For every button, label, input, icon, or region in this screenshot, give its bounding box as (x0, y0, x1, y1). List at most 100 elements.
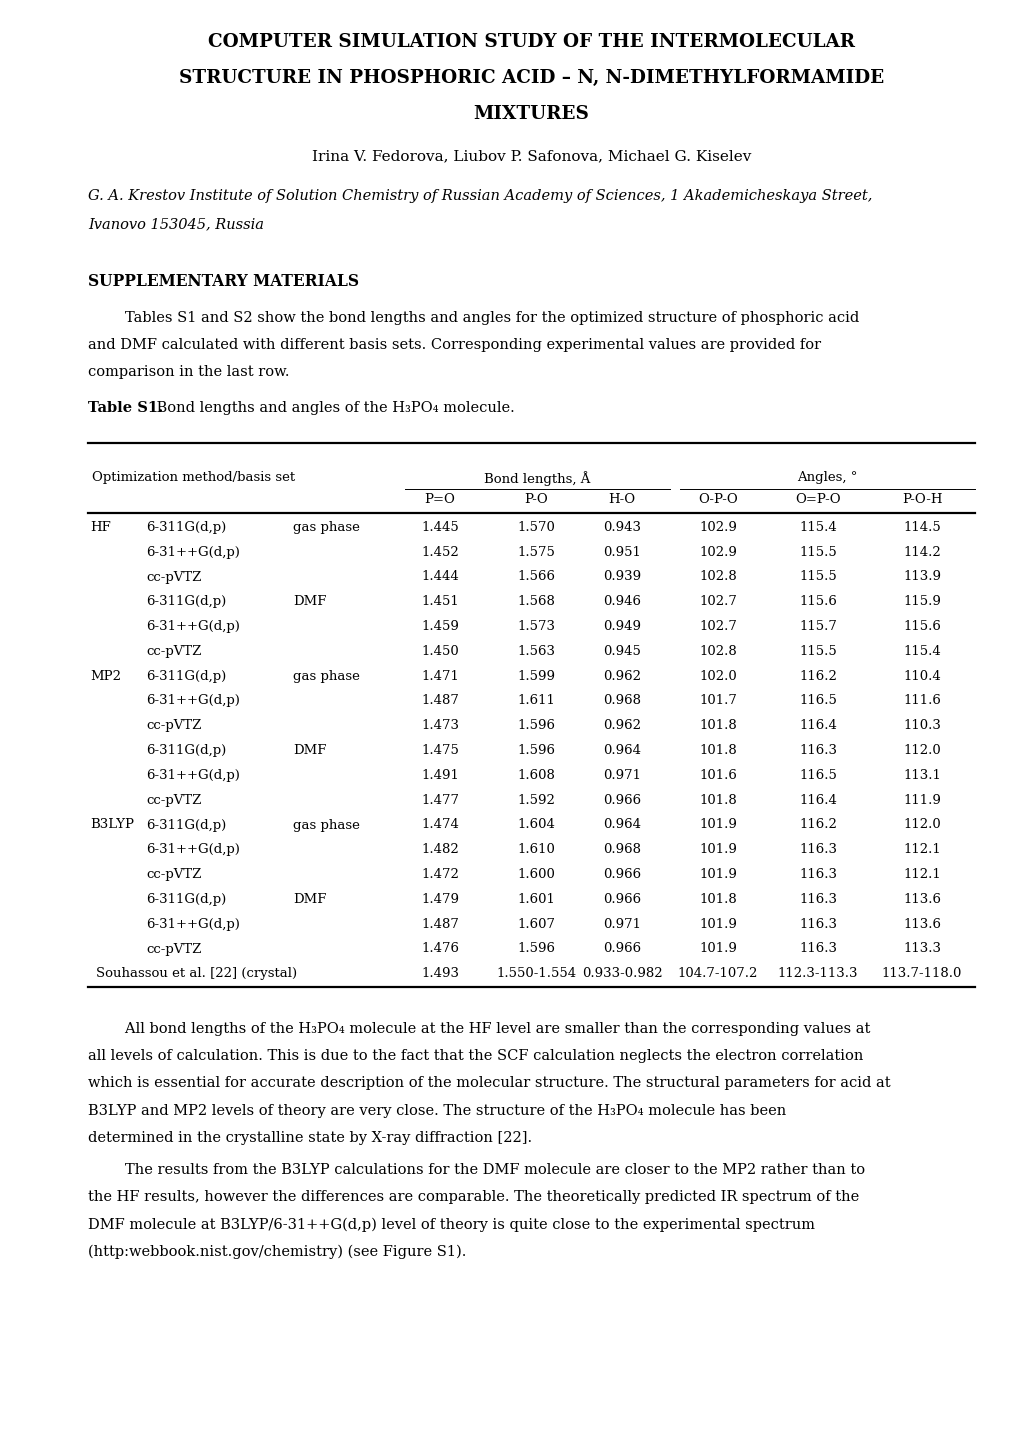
Text: 116.3: 116.3 (798, 942, 837, 955)
Text: 104.7-107.2: 104.7-107.2 (678, 967, 757, 980)
Text: 0.966: 0.966 (602, 893, 640, 906)
Text: 0.962: 0.962 (602, 670, 640, 683)
Text: cc-pVTZ: cc-pVTZ (146, 942, 201, 955)
Text: 1.596: 1.596 (517, 745, 554, 758)
Text: 1.452: 1.452 (421, 545, 459, 558)
Text: 116.5: 116.5 (798, 694, 837, 707)
Text: 112.0: 112.0 (902, 818, 940, 831)
Text: 102.9: 102.9 (698, 521, 736, 534)
Text: 115.6: 115.6 (902, 620, 940, 633)
Text: 6-31++G(d,p): 6-31++G(d,p) (146, 769, 239, 782)
Text: P=O: P=O (424, 494, 455, 506)
Text: 1.601: 1.601 (517, 893, 554, 906)
Text: 0.966: 0.966 (602, 794, 640, 807)
Text: O-P-O: O-P-O (697, 494, 737, 506)
Text: 6-311G(d,p): 6-311G(d,p) (146, 745, 226, 758)
Text: 1.482: 1.482 (421, 843, 459, 856)
Text: COMPUTER SIMULATION STUDY OF THE INTERMOLECULAR: COMPUTER SIMULATION STUDY OF THE INTERMO… (208, 33, 854, 51)
Text: 116.4: 116.4 (798, 794, 837, 807)
Text: 0.971: 0.971 (602, 769, 640, 782)
Text: 101.9: 101.9 (698, 918, 736, 931)
Text: Ivanovo 153045, Russia: Ivanovo 153045, Russia (88, 218, 264, 231)
Text: 114.5: 114.5 (902, 521, 940, 534)
Text: 0.945: 0.945 (602, 645, 640, 658)
Text: 1.570: 1.570 (517, 521, 554, 534)
Text: 115.4: 115.4 (902, 645, 940, 658)
Text: Souhassou et al. [22] (crystal): Souhassou et al. [22] (crystal) (96, 967, 297, 980)
Text: 1.451: 1.451 (421, 596, 459, 609)
Text: 1.474: 1.474 (421, 818, 459, 831)
Text: 1.491: 1.491 (421, 769, 459, 782)
Text: H-O: H-O (608, 494, 635, 506)
Text: 0.943: 0.943 (602, 521, 640, 534)
Text: 113.6: 113.6 (902, 918, 941, 931)
Text: 1.475: 1.475 (421, 745, 459, 758)
Text: 101.7: 101.7 (698, 694, 736, 707)
Text: 1.444: 1.444 (421, 570, 459, 583)
Text: 0.968: 0.968 (602, 694, 640, 707)
Text: 1.592: 1.592 (517, 794, 554, 807)
Text: 102.7: 102.7 (698, 596, 736, 609)
Text: 116.3: 116.3 (798, 893, 837, 906)
Text: (http:webbook.nist.gov/chemistry) (see Figure S1).: (http:webbook.nist.gov/chemistry) (see F… (88, 1245, 466, 1260)
Text: and DMF calculated with different basis sets. Corresponding experimental values : and DMF calculated with different basis … (88, 338, 820, 352)
Text: 1.604: 1.604 (517, 818, 554, 831)
Text: Table S1.: Table S1. (88, 401, 163, 416)
Text: all levels of calculation. This is due to the fact that the SCF calculation negl: all levels of calculation. This is due t… (88, 1049, 862, 1063)
Text: 1.563: 1.563 (517, 645, 554, 658)
Text: 1.607: 1.607 (517, 918, 554, 931)
Text: 6-31++G(d,p): 6-31++G(d,p) (146, 918, 239, 931)
Text: Angles, °: Angles, ° (797, 470, 857, 483)
Text: 115.5: 115.5 (798, 545, 836, 558)
Text: 101.9: 101.9 (698, 843, 736, 856)
Text: 6-311G(d,p): 6-311G(d,p) (146, 521, 226, 534)
Text: 1.487: 1.487 (421, 694, 459, 707)
Text: 6-311G(d,p): 6-311G(d,p) (146, 818, 226, 831)
Text: 115.4: 115.4 (798, 521, 836, 534)
Text: 101.8: 101.8 (698, 745, 736, 758)
Text: 115.7: 115.7 (798, 620, 837, 633)
Text: 101.9: 101.9 (698, 942, 736, 955)
Text: 1.608: 1.608 (517, 769, 554, 782)
Text: 102.0: 102.0 (698, 670, 736, 683)
Text: 1.568: 1.568 (517, 596, 554, 609)
Text: 0.939: 0.939 (602, 570, 640, 583)
Text: cc-pVTZ: cc-pVTZ (146, 719, 201, 732)
Text: 0.968: 0.968 (602, 843, 640, 856)
Text: MIXTURES: MIXTURES (473, 105, 589, 123)
Text: G. A. Krestov Institute of Solution Chemistry of Russian Academy of Sciences, 1 : G. A. Krestov Institute of Solution Chem… (88, 189, 871, 203)
Text: P-O-H: P-O-H (901, 494, 942, 506)
Text: 115.6: 115.6 (798, 596, 837, 609)
Text: 0.966: 0.966 (602, 942, 640, 955)
Text: HF: HF (90, 521, 111, 534)
Text: 1.487: 1.487 (421, 918, 459, 931)
Text: 116.4: 116.4 (798, 719, 837, 732)
Text: 102.9: 102.9 (698, 545, 736, 558)
Text: P-O: P-O (524, 494, 547, 506)
Text: 116.5: 116.5 (798, 769, 837, 782)
Text: 111.9: 111.9 (902, 794, 940, 807)
Text: 0.964: 0.964 (602, 818, 640, 831)
Text: cc-pVTZ: cc-pVTZ (146, 645, 201, 658)
Text: 102.8: 102.8 (698, 645, 736, 658)
Text: 115.9: 115.9 (902, 596, 940, 609)
Text: cc-pVTZ: cc-pVTZ (146, 794, 201, 807)
Text: All bond lengths of the H₃PO₄ molecule at the HF level are smaller than the corr: All bond lengths of the H₃PO₄ molecule a… (88, 1022, 869, 1036)
Text: cc-pVTZ: cc-pVTZ (146, 570, 201, 583)
Text: 1.596: 1.596 (517, 942, 554, 955)
Text: 102.7: 102.7 (698, 620, 736, 633)
Text: 115.5: 115.5 (798, 570, 836, 583)
Text: 1.472: 1.472 (421, 869, 459, 882)
Text: the HF results, however the differences are comparable. The theoretically predic: the HF results, however the differences … (88, 1190, 858, 1205)
Text: 0.933-0.982: 0.933-0.982 (581, 967, 661, 980)
Text: 116.3: 116.3 (798, 869, 837, 882)
Text: gas phase: gas phase (292, 521, 360, 534)
Text: 110.3: 110.3 (902, 719, 940, 732)
Text: 0.951: 0.951 (602, 545, 640, 558)
Text: 112.3-113.3: 112.3-113.3 (777, 967, 857, 980)
Text: 1.459: 1.459 (421, 620, 459, 633)
Text: 0.949: 0.949 (602, 620, 640, 633)
Text: 0.962: 0.962 (602, 719, 640, 732)
Text: 113.6: 113.6 (902, 893, 941, 906)
Text: 1.450: 1.450 (421, 645, 459, 658)
